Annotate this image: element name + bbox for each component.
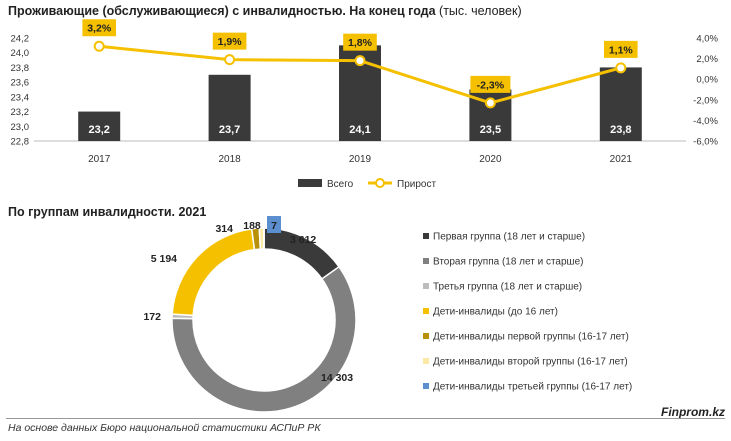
donut-data-label: 172 — [143, 311, 161, 323]
legend-label-total: Всего — [327, 179, 354, 190]
growth-label-box — [470, 75, 511, 93]
growth-label-box — [343, 33, 377, 51]
x-tick-label: 2020 — [479, 154, 502, 165]
growth-data-label: 1,9% — [218, 36, 243, 48]
right-axis-tick-label: -2,0% — [693, 95, 718, 106]
bar-2017 — [78, 111, 121, 141]
donut-data-label: 5 194 — [151, 253, 177, 265]
growth-data-label: 3,2% — [87, 23, 112, 35]
growth-data-label: 1,1% — [609, 44, 634, 56]
legend-label-group: Третья группа (18 лет и старше) — [433, 282, 582, 293]
left-axis-tick-label: 23,4 — [11, 92, 30, 103]
bar-data-label: 23,8 — [610, 124, 631, 136]
right-axis-tick-label: 0,0% — [696, 75, 718, 86]
growth-label-box — [212, 32, 247, 50]
growth-point — [224, 54, 236, 66]
x-tick-label: 2021 — [610, 154, 633, 165]
bar-data-label: 23,7 — [219, 124, 240, 136]
donut-label-box — [267, 216, 281, 233]
donut-data-label: 3 612 — [290, 234, 316, 246]
bar-data-label: 24,1 — [349, 124, 370, 136]
left-axis-tick-label: 23,8 — [11, 63, 30, 74]
growth-label-box — [82, 19, 116, 37]
brand-watermark: Finprom.kz — [660, 405, 725, 419]
bar-2021 — [599, 67, 642, 141]
bar-2018 — [208, 74, 251, 141]
donut-data-label: 188 — [243, 220, 261, 232]
donut-data-label: 314 — [215, 223, 233, 235]
donut-slice — [171, 227, 256, 317]
legend-swatch-group — [423, 233, 429, 239]
growth-label-box — [604, 40, 638, 58]
left-axis-tick-label: 24,0 — [11, 48, 30, 59]
legend-swatch-group — [423, 333, 429, 339]
legend-swatch-group — [423, 358, 429, 364]
x-tick-label: 2018 — [218, 154, 241, 165]
legend-swatch-group — [423, 283, 429, 289]
growth-data-label: 1,8% — [348, 37, 373, 49]
legend-label-group: Дети-инвалиды третьей группы (16-17 лет) — [433, 382, 632, 393]
right-axis-tick-label: 2,0% — [696, 54, 718, 65]
donut-data-label: 14 303 — [321, 372, 353, 384]
left-axis-tick-label: 23,0 — [11, 122, 30, 133]
legend-label-group: Дети-инвалиды первой группы (16-17 лет) — [433, 332, 629, 343]
legend-swatch-group — [423, 383, 429, 389]
source-footer: На основе данных Бюро национальной стати… — [8, 422, 321, 434]
bar-data-label: 23,2 — [88, 124, 109, 136]
donut-slice — [171, 265, 357, 413]
bar-data-label: 23,5 — [480, 124, 501, 136]
right-axis-tick-label: -6,0% — [693, 137, 718, 148]
legend-marker-growth — [375, 178, 385, 188]
left-axis-tick-label: 24,2 — [11, 34, 30, 45]
right-axis-tick-label: 4,0% — [696, 34, 718, 45]
legend-swatch-total — [298, 179, 322, 187]
legend-label-group: Дети-инвалиды (до 16 лет) — [433, 307, 558, 318]
growth-point — [484, 97, 496, 109]
growth-data-label: -2,3% — [477, 79, 505, 91]
left-axis-tick-label: 23,6 — [11, 78, 30, 89]
legend-label-growth: Прирост — [397, 179, 436, 190]
growth-point — [615, 62, 627, 74]
x-tick-label: 2019 — [349, 154, 372, 165]
legend-swatch-group — [423, 308, 429, 314]
chart1-title: Проживающие (обслуживающиеся) с инвалидн… — [8, 4, 522, 18]
growth-point — [354, 55, 366, 67]
right-axis-tick-label: -4,0% — [693, 116, 718, 127]
x-tick-label: 2017 — [88, 154, 111, 165]
growth-point — [93, 40, 105, 52]
legend-label-group: Дети-инвалиды второй группы (16-17 лет) — [433, 357, 628, 368]
footer-divider — [6, 418, 725, 419]
left-axis-tick-label: 23,2 — [11, 107, 30, 118]
legend-label-group: Первая группа (18 лет и старше) — [433, 232, 585, 243]
donut-data-label: 7 — [271, 220, 277, 232]
legend-label-group: Вторая группа (18 лет и старше) — [433, 257, 583, 268]
legend-swatch-group — [423, 258, 429, 264]
chart1-title-unit: (тыс. человек) — [439, 4, 522, 18]
chart1-title-main: Проживающие (обслуживающиеся) с инвалидн… — [8, 4, 436, 18]
chart2-title: По группам инвалидности. 2021 — [8, 205, 207, 219]
left-axis-tick-label: 22,8 — [11, 137, 30, 148]
